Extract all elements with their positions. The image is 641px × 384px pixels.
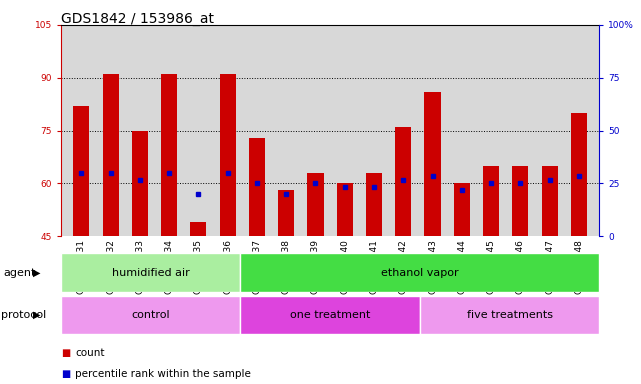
Text: percentile rank within the sample: percentile rank within the sample (75, 369, 251, 379)
Text: ■: ■ (61, 348, 70, 358)
Bar (61, 296, 240, 334)
Bar (132, 131, 148, 236)
Text: control: control (131, 310, 170, 320)
Text: agent: agent (3, 268, 36, 278)
Bar (420, 296, 599, 334)
Bar (61, 253, 240, 292)
Text: humidified air: humidified air (112, 268, 190, 278)
Bar (337, 184, 353, 236)
Text: GDS1842 / 153986_at: GDS1842 / 153986_at (61, 12, 214, 25)
Bar (240, 253, 599, 292)
Bar (395, 127, 412, 236)
Text: five treatments: five treatments (467, 310, 553, 320)
Bar (308, 173, 324, 236)
Text: ▶: ▶ (33, 268, 41, 278)
Bar (424, 92, 440, 236)
Text: one treatment: one treatment (290, 310, 370, 320)
Text: protocol: protocol (1, 310, 46, 320)
Bar (366, 173, 382, 236)
Bar (512, 166, 528, 236)
Bar (190, 222, 206, 236)
Bar (240, 296, 420, 334)
Bar (73, 106, 90, 236)
Bar (278, 190, 294, 236)
Bar (454, 184, 470, 236)
Text: count: count (75, 348, 104, 358)
Bar (249, 137, 265, 236)
Bar (483, 166, 499, 236)
Bar (220, 74, 236, 236)
Text: ethanol vapor: ethanol vapor (381, 268, 459, 278)
Text: ■: ■ (61, 369, 70, 379)
Text: ▶: ▶ (33, 310, 41, 320)
Bar (570, 113, 587, 236)
Bar (103, 74, 119, 236)
Bar (542, 166, 558, 236)
Bar (161, 74, 177, 236)
